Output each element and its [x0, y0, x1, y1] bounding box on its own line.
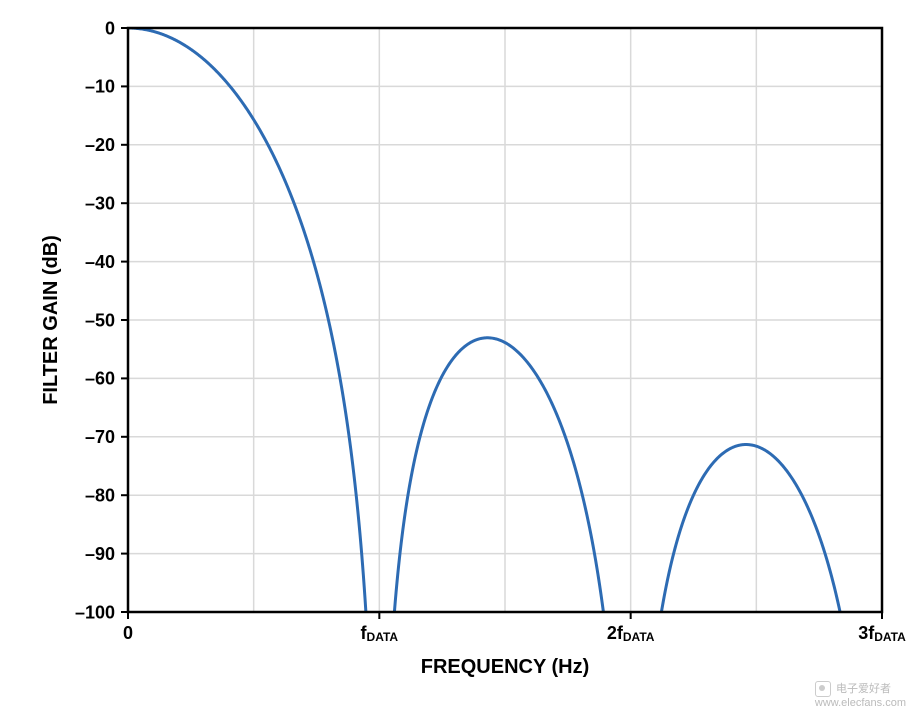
svg-text:–10: –10 [85, 77, 115, 97]
svg-text:–30: –30 [85, 194, 115, 214]
svg-text:FREQUENCY (Hz): FREQUENCY (Hz) [421, 656, 590, 678]
filter-response-chart: 0fDATA2fDATA3fDATA–100–90–80–70–60–50–40… [10, 10, 908, 705]
chart-container: 0fDATA2fDATA3fDATA–100–90–80–70–60–50–40… [10, 10, 908, 705]
svg-text:–60: –60 [85, 369, 115, 389]
svg-text:FILTER GAIN (dB): FILTER GAIN (dB) [40, 235, 62, 405]
svg-text:0: 0 [105, 18, 115, 38]
svg-text:–20: –20 [85, 135, 115, 155]
svg-text:–40: –40 [85, 252, 115, 272]
svg-text:–80: –80 [85, 486, 115, 506]
svg-text:–70: –70 [85, 427, 115, 447]
svg-text:–50: –50 [85, 310, 115, 330]
svg-text:–100: –100 [75, 602, 115, 622]
svg-text:0: 0 [123, 623, 133, 643]
svg-text:–90: –90 [85, 544, 115, 564]
